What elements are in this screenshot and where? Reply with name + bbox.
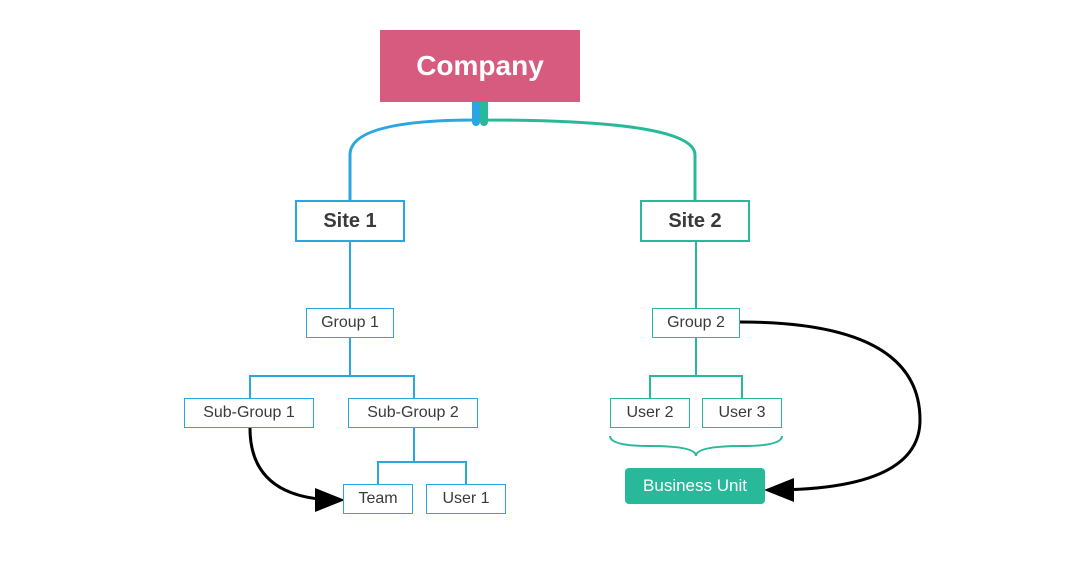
node-subgroup2: Sub-Group 2 <box>348 398 478 428</box>
node-user1: User 1 <box>426 484 506 514</box>
edge-subgroup2-user1 <box>414 428 466 484</box>
node-user2: User 2 <box>610 398 690 428</box>
node-user3: User 3 <box>702 398 782 428</box>
arrow-subgroup1-to-team <box>250 428 339 500</box>
edge-company-site1 <box>350 102 476 200</box>
node-company: Company <box>380 30 580 102</box>
edge-company-site2 <box>484 102 695 200</box>
edge-group2-user3 <box>696 338 742 398</box>
node-group2: Group 2 <box>652 308 740 338</box>
edge-group1-subgroup2 <box>350 338 414 398</box>
edge-subgroup2-team <box>378 428 414 484</box>
brace-users-to-businessunit <box>610 436 782 456</box>
node-site1: Site 1 <box>295 200 405 242</box>
node-businessunit: Business Unit <box>625 468 765 504</box>
edge-group1-subgroup1 <box>250 338 350 398</box>
node-site2: Site 2 <box>640 200 750 242</box>
edge-group2-user2 <box>650 338 696 398</box>
node-team: Team <box>343 484 413 514</box>
node-subgroup1: Sub-Group 1 <box>184 398 314 428</box>
node-group1: Group 1 <box>306 308 394 338</box>
